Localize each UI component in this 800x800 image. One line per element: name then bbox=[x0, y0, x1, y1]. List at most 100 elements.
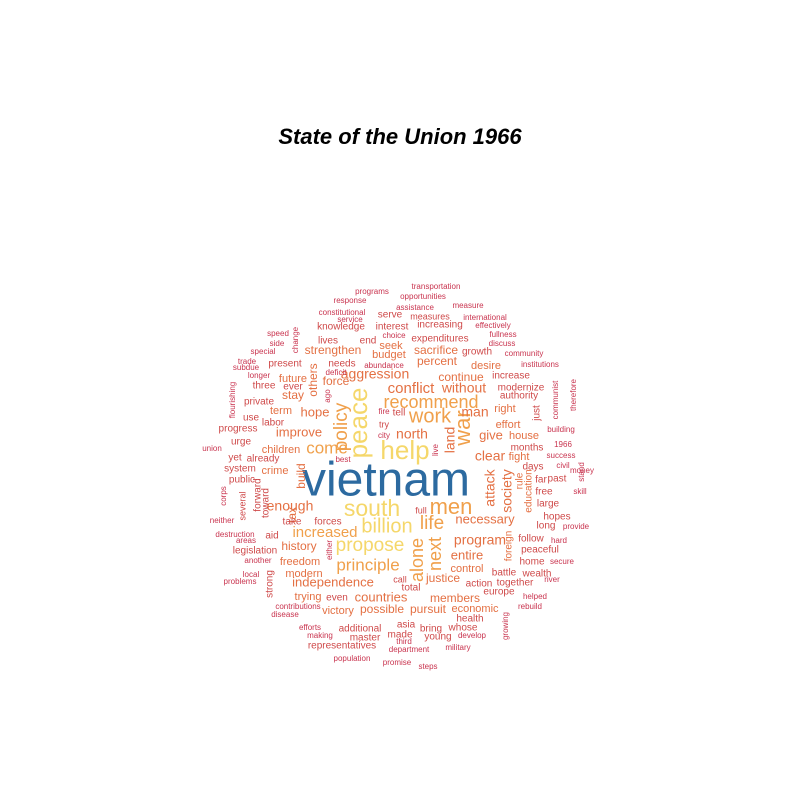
word-europe: europe bbox=[483, 587, 515, 598]
word-policy: policy bbox=[331, 402, 352, 451]
word-come: come bbox=[306, 438, 348, 457]
word-improve: improve bbox=[276, 424, 322, 439]
word-man: man bbox=[461, 404, 488, 420]
word-independence: independence bbox=[292, 574, 374, 589]
word-together: together bbox=[497, 578, 534, 589]
word-life: life bbox=[420, 513, 444, 534]
word-money: money bbox=[570, 466, 594, 475]
word-percent: percent bbox=[417, 354, 458, 368]
word-increased: increased bbox=[292, 524, 357, 541]
word-legislation: legislation bbox=[233, 546, 277, 557]
word-men: men bbox=[430, 494, 473, 519]
word-aid: aid bbox=[265, 531, 278, 542]
word-budget: budget bbox=[372, 349, 406, 361]
word-department: department bbox=[389, 645, 430, 654]
word-others: others bbox=[306, 363, 320, 396]
word-necessary: necessary bbox=[455, 511, 515, 526]
word-total: total bbox=[402, 583, 421, 594]
word-continue: continue bbox=[438, 370, 484, 384]
word-community: community bbox=[505, 349, 544, 358]
word-longer: longer bbox=[248, 371, 271, 380]
word-communist: communist bbox=[551, 380, 560, 419]
word-institutions: institutions bbox=[521, 360, 559, 369]
word-term: term bbox=[270, 405, 292, 417]
word-justice: justice bbox=[425, 571, 460, 585]
word-choice: choice bbox=[382, 331, 406, 340]
word-society: society bbox=[499, 469, 515, 513]
word-entire: entire bbox=[451, 547, 484, 562]
word-take: take bbox=[283, 517, 302, 528]
word-billion: billion bbox=[361, 515, 412, 537]
word-whose: whose bbox=[448, 623, 478, 634]
word-members: members bbox=[430, 591, 480, 605]
word-river: river bbox=[544, 575, 560, 584]
word-discuss: discuss bbox=[489, 339, 516, 348]
word-fullness: fullness bbox=[489, 330, 516, 339]
word-needs: needs bbox=[328, 359, 355, 370]
word-helped: helped bbox=[523, 592, 547, 601]
word-steps: steps bbox=[418, 662, 437, 671]
word-subdue: subdue bbox=[233, 363, 260, 372]
word-provide: provide bbox=[563, 522, 590, 531]
word-work: work bbox=[408, 405, 452, 427]
word-abundance: abundance bbox=[364, 361, 404, 370]
word-special: special bbox=[251, 347, 276, 356]
word-programs: programs bbox=[355, 287, 389, 296]
word-effectively: effectively bbox=[475, 321, 510, 330]
word-peaceful: peaceful bbox=[521, 545, 559, 556]
word-free: free bbox=[535, 487, 553, 498]
word-countries: countries bbox=[355, 589, 408, 604]
chart-title: State of the Union 1966 bbox=[278, 124, 522, 149]
word-build: build bbox=[294, 463, 308, 488]
word-land: land bbox=[442, 427, 458, 453]
word-fire: fire bbox=[378, 407, 390, 416]
word-seek: seek bbox=[379, 340, 403, 352]
word-follow: follow bbox=[518, 534, 544, 545]
word-home: home bbox=[519, 557, 544, 568]
word-speed: speed bbox=[267, 329, 289, 338]
word-rebuild: rebuild bbox=[518, 602, 542, 611]
word-future: future bbox=[279, 373, 307, 385]
word-lives: lives bbox=[318, 336, 338, 347]
word-local: local bbox=[243, 570, 260, 579]
word-program: program bbox=[454, 532, 506, 548]
word-opportunities: opportunities bbox=[400, 292, 446, 301]
word-destruction: destruction bbox=[215, 530, 254, 539]
word-labor: labor bbox=[262, 418, 285, 429]
word-trade: trade bbox=[238, 357, 257, 366]
word-asia: asia bbox=[397, 620, 416, 631]
word-yet: yet bbox=[228, 453, 242, 464]
word-1966: 1966 bbox=[554, 440, 572, 449]
word-peace: peace bbox=[343, 388, 373, 459]
word-growth: growth bbox=[462, 347, 492, 358]
word-control: control bbox=[450, 563, 483, 575]
word-measures: measures bbox=[410, 311, 450, 321]
word-efforts: efforts bbox=[299, 623, 321, 632]
word-assistance: assistance bbox=[396, 303, 434, 312]
word-children: children bbox=[262, 444, 301, 456]
word-public: public bbox=[229, 475, 255, 486]
word-force: force bbox=[323, 374, 350, 388]
word-education: education bbox=[524, 469, 535, 512]
word-health: health bbox=[456, 614, 483, 625]
word-disease: disease bbox=[271, 610, 299, 619]
word-without: without bbox=[441, 380, 486, 396]
word-areas: areas bbox=[236, 536, 256, 545]
word-help: help bbox=[380, 435, 429, 465]
word-victory: victory bbox=[322, 605, 354, 617]
word-far: far bbox=[535, 475, 547, 486]
word-hopes: hopes bbox=[543, 512, 570, 523]
word-third: third bbox=[396, 637, 412, 646]
word-battle: battle bbox=[492, 568, 517, 579]
word-present: present bbox=[268, 359, 302, 370]
word-call: call bbox=[393, 574, 407, 584]
word-best: best bbox=[335, 455, 351, 464]
word-three: three bbox=[253, 381, 276, 392]
word-days: days bbox=[522, 462, 543, 473]
word-flourishing: flourishing bbox=[228, 382, 237, 418]
word-develop: develop bbox=[458, 631, 487, 640]
word-months: months bbox=[511, 443, 544, 454]
word-even: even bbox=[326, 593, 348, 604]
word-response: response bbox=[334, 296, 367, 305]
